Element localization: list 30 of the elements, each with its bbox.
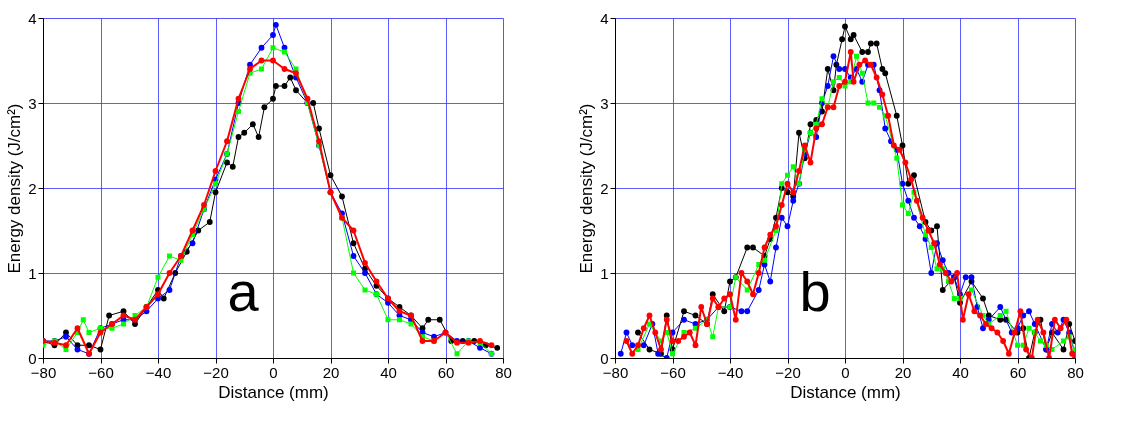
y-tick-label: 3 bbox=[28, 94, 37, 112]
x-tick-label: 60 bbox=[437, 363, 455, 381]
y-tick-label: 2 bbox=[28, 179, 37, 197]
y-tick-label: 1 bbox=[600, 264, 609, 282]
x-tick-label: 40 bbox=[952, 363, 969, 381]
x-tick-label: 80 bbox=[1067, 363, 1084, 381]
x-axis-title: Distance (mm) bbox=[790, 382, 901, 402]
y-axis-title: Energy density (J/cm²) bbox=[5, 103, 25, 274]
y-axis-title: Energy density (J/cm²) bbox=[577, 103, 597, 274]
x-axis-title: Distance (mm) bbox=[218, 382, 329, 402]
y-tick-label: 1 bbox=[28, 264, 37, 282]
x-tick-label: 20 bbox=[894, 363, 912, 381]
x-tick-label: −40 bbox=[717, 363, 744, 381]
x-tick-label: 0 bbox=[841, 363, 850, 381]
x-tick-label: −20 bbox=[203, 363, 229, 381]
x-tick-label: −60 bbox=[88, 363, 114, 381]
x-tick-label: −20 bbox=[775, 363, 801, 381]
x-tick-label: 20 bbox=[322, 363, 340, 381]
x-tick-label: 40 bbox=[380, 363, 397, 381]
x-tick-label: 80 bbox=[495, 363, 512, 381]
y-tick-label: 4 bbox=[28, 9, 37, 27]
x-tick-label: 60 bbox=[1009, 363, 1027, 381]
y-tick-label: 3 bbox=[600, 94, 609, 112]
y-tick-label: 2 bbox=[600, 179, 609, 197]
annotation: b bbox=[799, 260, 831, 323]
x-tick-label: −60 bbox=[660, 363, 686, 381]
y-tick-label: 4 bbox=[600, 9, 609, 27]
x-tick-label: −40 bbox=[145, 363, 172, 381]
x-tick-label: 0 bbox=[269, 363, 278, 381]
annotation: a bbox=[227, 260, 260, 323]
